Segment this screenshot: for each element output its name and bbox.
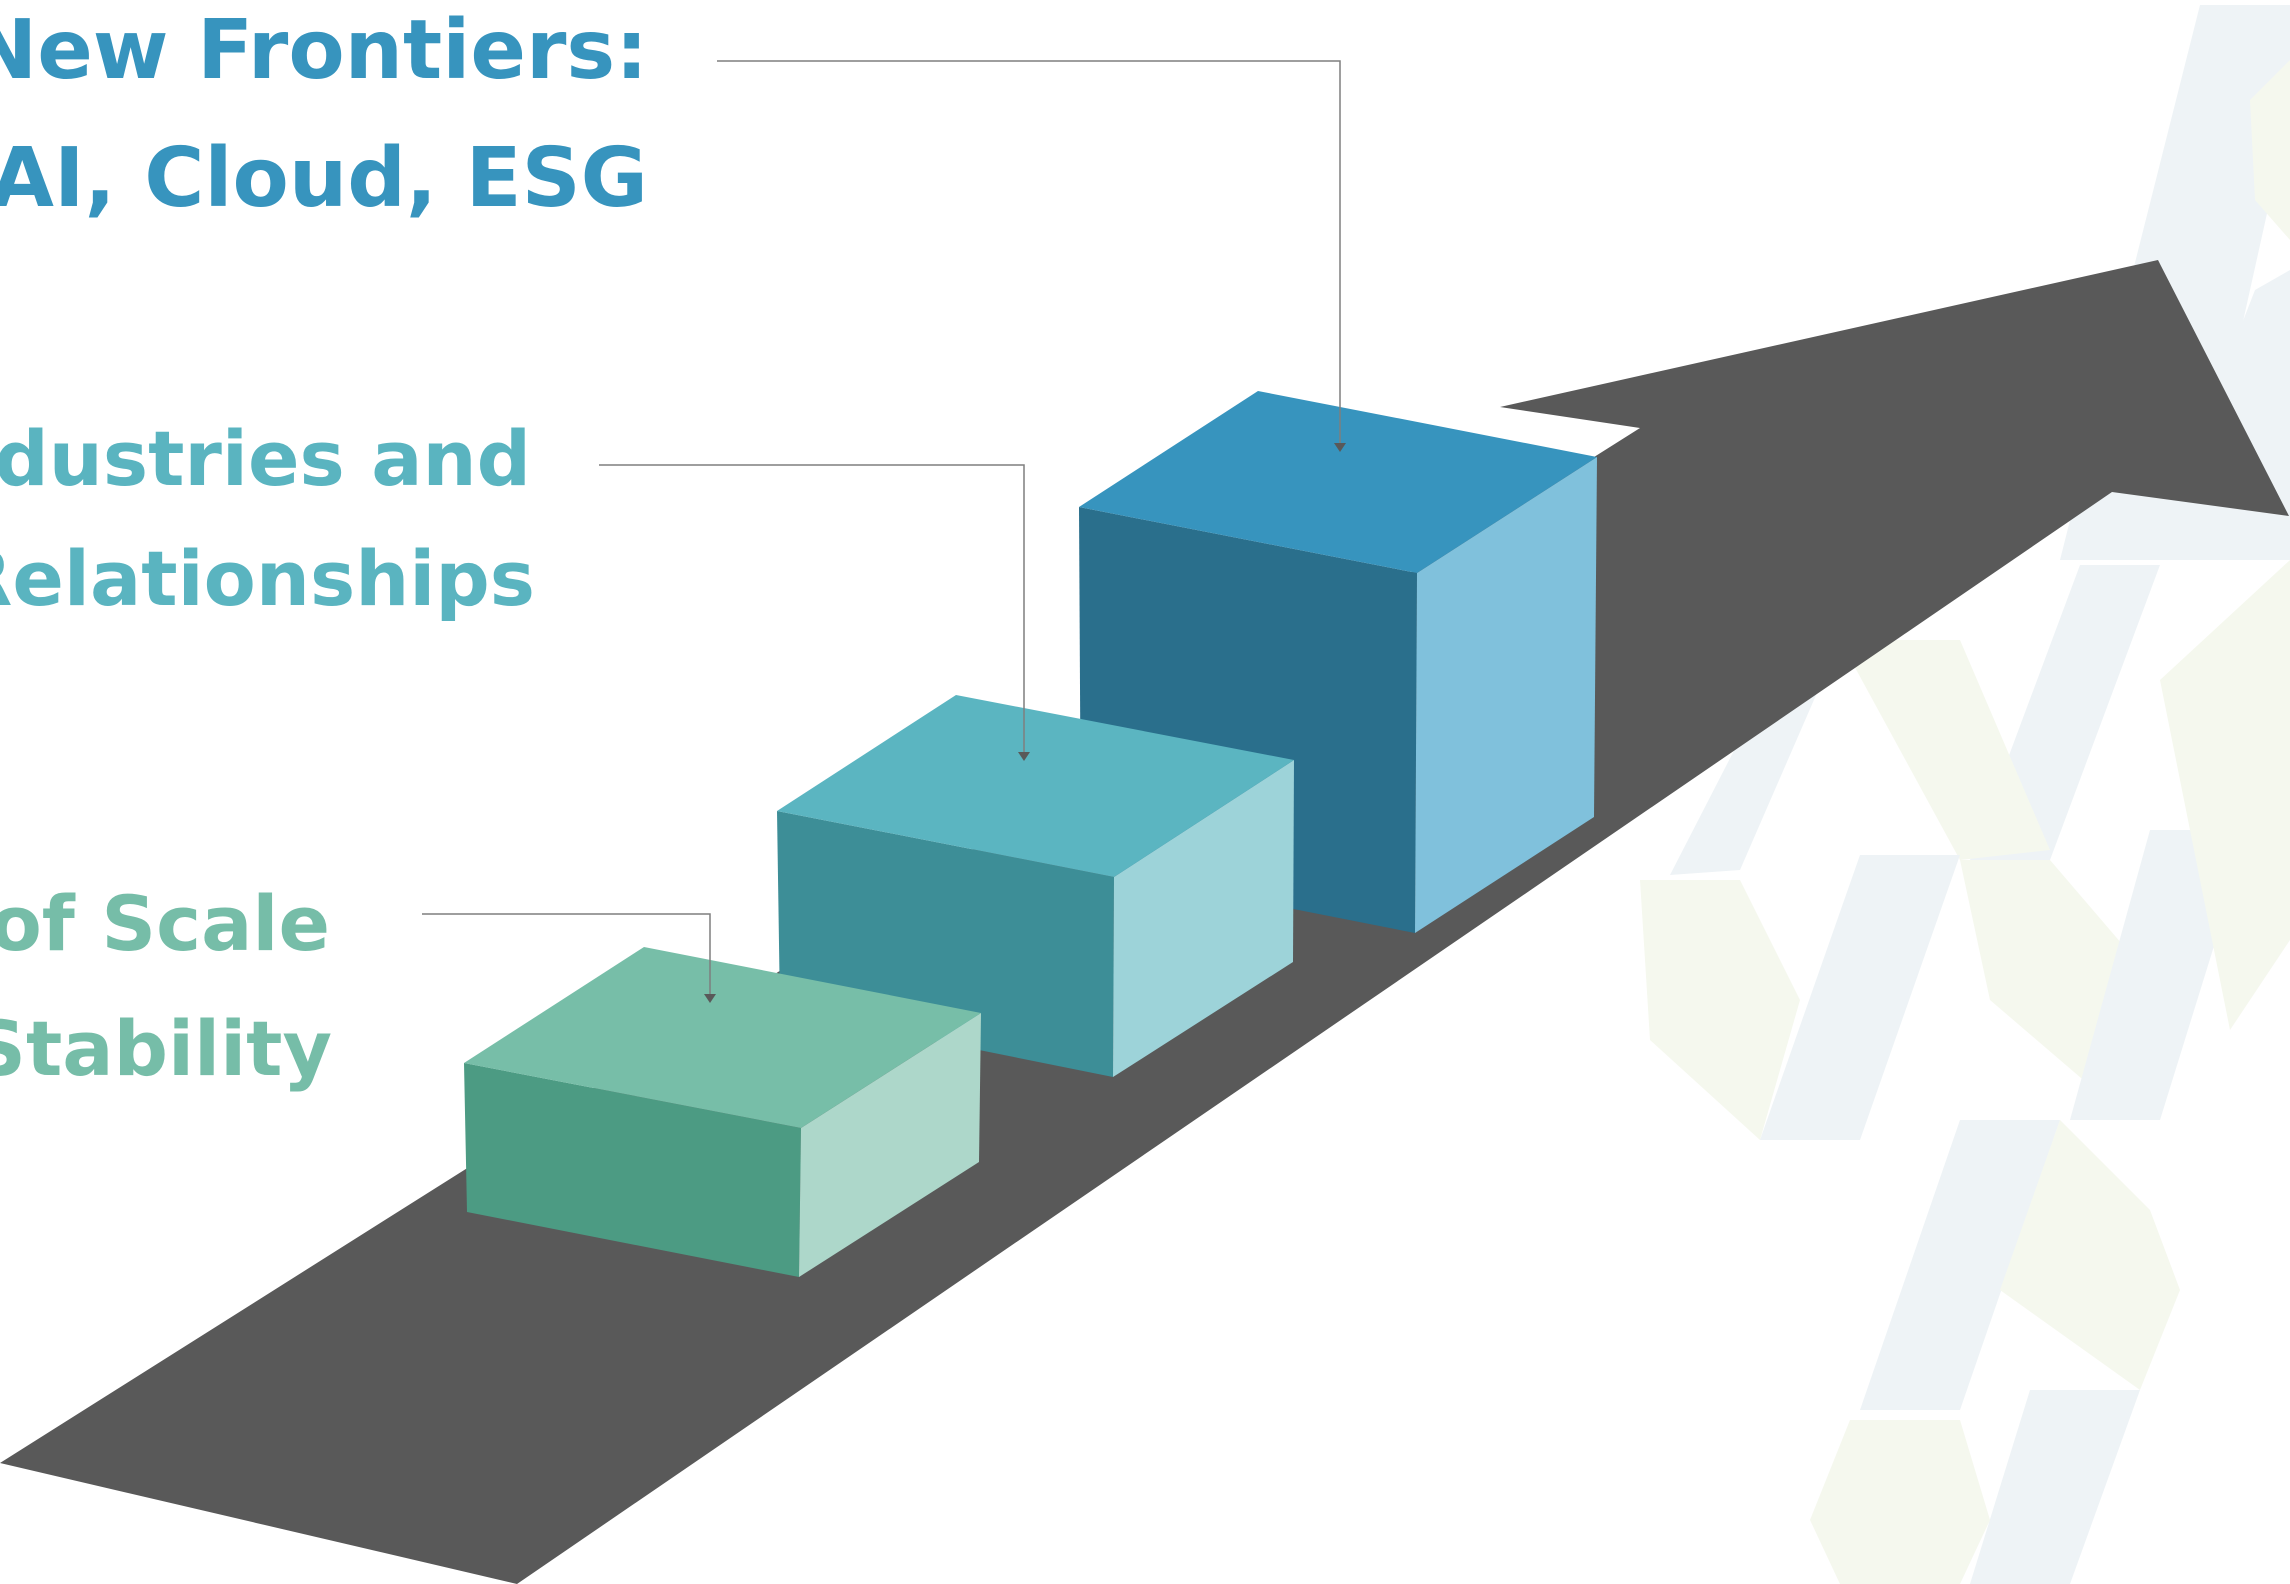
step-small [464, 947, 981, 1277]
step-large-side [1415, 457, 1597, 933]
label-large-line1: New Frontiers: [0, 3, 648, 98]
background-pattern [1640, 5, 2290, 1584]
label-medium-line1: Industries and [0, 414, 531, 503]
bg-shape [1810, 1420, 1990, 1584]
connector-small-arrowhead [704, 994, 716, 1003]
connectors [422, 60, 1346, 1003]
step-small-front [464, 1063, 801, 1277]
connector-large-arrowhead [1334, 443, 1346, 452]
bg-shape [2250, 60, 2290, 240]
label-small-line2: Stability [0, 1004, 332, 1093]
bg-shape [1840, 640, 2050, 860]
bg-shape [2000, 1120, 2180, 1390]
step-medium-side [1113, 760, 1294, 1077]
label-medium-line2: Relationships [0, 534, 535, 623]
step-medium-top [777, 695, 1294, 877]
connector-small [422, 913, 711, 997]
connector-medium [599, 464, 1025, 755]
label-large-line2: AI, Cloud, ESG [0, 131, 648, 226]
bg-shape [1760, 855, 1960, 1140]
connector-medium-arrowhead [1018, 752, 1030, 761]
bg-shape [2160, 560, 2290, 1030]
step-large-top [1079, 391, 1597, 573]
bg-shape [1640, 880, 1800, 1140]
bg-shape [1860, 1120, 2060, 1410]
step-small-side [799, 1013, 981, 1277]
connector-large [717, 60, 1341, 446]
label-small-line1: Economies of Scale [0, 879, 330, 968]
bg-shape [1970, 1390, 2140, 1584]
step-small-top [464, 947, 981, 1128]
step-labels: New Frontiers: AI, Cloud, ESG Industries… [0, 3, 648, 1093]
